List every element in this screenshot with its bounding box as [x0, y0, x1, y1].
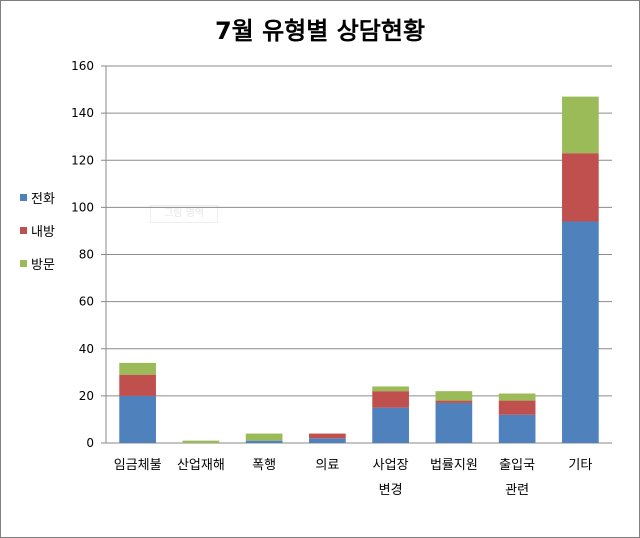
bar-segment — [182, 440, 220, 443]
bar-segment — [562, 221, 599, 443]
y-axis: 0 20 40 60 80 100 120 140 160 — [71, 59, 107, 450]
x-tick-label: 임금체불 — [114, 458, 162, 473]
bar-segment — [372, 386, 409, 392]
x-tick-label: 출입국 — [499, 458, 535, 473]
y-tick-label: 140 — [71, 106, 94, 120]
y-tick-label: 40 — [79, 342, 94, 356]
bar-segment — [435, 402, 473, 443]
bar-segment — [372, 407, 409, 443]
y-tick-label: 120 — [71, 153, 94, 167]
legend-swatch — [20, 194, 27, 201]
x-tick-label: 폭행 — [252, 457, 276, 473]
bar-segment — [119, 362, 156, 375]
x-tick-label: 사업장 — [373, 458, 409, 473]
bar-segment — [245, 440, 283, 443]
x-tick-label: 법률지원 — [430, 458, 478, 473]
bar-segment — [119, 374, 156, 396]
y-tick-label: 60 — [79, 295, 94, 309]
legend-swatch — [20, 227, 27, 234]
y-tick-label: 160 — [71, 59, 94, 73]
bar-segment — [245, 433, 283, 441]
bar-segment — [372, 391, 409, 408]
bar-segment — [119, 395, 156, 443]
y-tick-label: 0 — [86, 436, 94, 450]
bar-segment — [498, 414, 536, 443]
bar-segment — [435, 400, 473, 403]
bar-segment — [309, 438, 346, 443]
chart-title: 7월 유형별 상담현황 — [215, 17, 425, 45]
gridlines — [106, 65, 612, 444]
legend-label: 내방 — [31, 225, 55, 240]
x-tick-label: 관련 — [505, 483, 529, 498]
bar-segment — [435, 391, 473, 401]
x-tick-label: 산업재해 — [177, 458, 225, 473]
bar-segment — [562, 153, 599, 222]
legend-swatch — [20, 260, 27, 267]
y-tick-label: 100 — [71, 200, 94, 214]
x-tick-label: 의료 — [315, 458, 339, 473]
bar-segment — [498, 393, 536, 401]
bars — [119, 96, 599, 443]
bar-segment — [562, 96, 599, 154]
plot-area-watermark: 그림 영역 — [150, 205, 218, 223]
x-tick-label: 변경 — [379, 483, 403, 498]
legend-label: 방문 — [31, 258, 55, 273]
y-tick-label: 80 — [79, 248, 94, 262]
bar-segment — [309, 433, 346, 439]
y-tick-label: 20 — [79, 389, 94, 403]
x-tick-label: 기타 — [568, 458, 592, 473]
legend-label: 전화 — [31, 192, 55, 207]
bar-segment — [498, 400, 536, 415]
